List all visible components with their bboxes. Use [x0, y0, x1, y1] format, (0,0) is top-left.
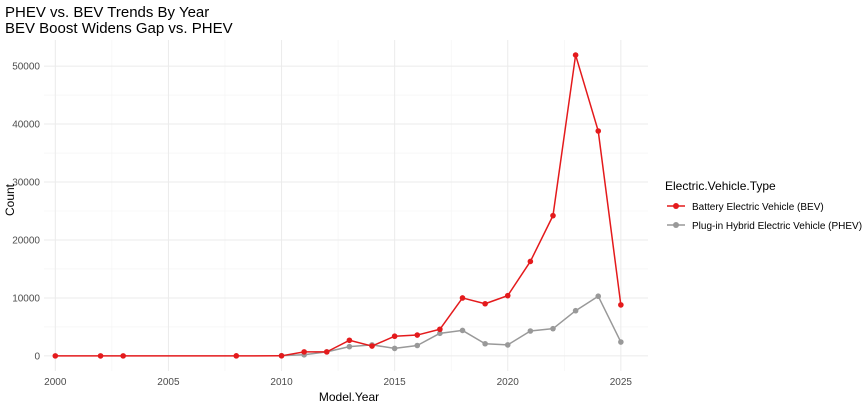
grid	[44, 40, 648, 371]
data-point-bev	[369, 343, 375, 349]
data-point-phev	[572, 307, 579, 314]
data-point-phev	[346, 343, 353, 350]
series-line-bev	[55, 54, 622, 357]
data-point-bev	[482, 300, 488, 307]
x-tick-label: 2000	[44, 377, 67, 388]
x-tick-label: 2015	[384, 377, 407, 388]
legend-label-phev: Plug-in Hybrid Electric Vehicle (PHEV)	[692, 221, 862, 232]
data-point-phev	[550, 325, 556, 332]
data-point-bev	[572, 52, 579, 58]
data-point-bev	[323, 349, 330, 355]
legend: Electric.Vehicle.Type Battery Electric V…	[665, 179, 862, 232]
data-point-bev	[527, 258, 534, 265]
data-point-phev	[482, 340, 488, 347]
x-tick-label: 2020	[497, 377, 520, 388]
y-tick-label: 50000	[12, 62, 40, 73]
legend-key-dot-bev	[673, 203, 679, 209]
series-line-phev	[281, 295, 622, 357]
data-point-phev	[437, 330, 443, 337]
x-tick-label: 2005	[157, 377, 180, 388]
data-point-phev	[414, 342, 421, 349]
chart-title: PHEV vs. BEV Trends By Year	[5, 4, 209, 21]
legend-item-bev: Battery Electric Vehicle (BEV)	[667, 202, 824, 213]
series-layer	[52, 52, 624, 359]
data-point-bev	[391, 333, 398, 340]
series-bev	[52, 52, 624, 359]
chart-subtitle: BEV Boost Widens Gap vs. PHEV	[5, 20, 233, 37]
data-point-bev	[437, 326, 443, 333]
data-point-bev	[278, 353, 285, 359]
data-point-phev	[391, 345, 398, 352]
y-tick-label: 30000	[12, 178, 40, 189]
data-point-bev	[301, 349, 307, 355]
data-point-bev	[52, 353, 59, 359]
legend-key-dot-phev	[673, 222, 679, 228]
y-tick-label: 0	[34, 351, 40, 362]
legend-item-phev: Plug-in Hybrid Electric Vehicle (PHEV)	[667, 221, 862, 232]
data-point-bev	[233, 353, 240, 359]
y-tick-label: 20000	[12, 235, 40, 246]
x-tick-label: 2010	[270, 377, 293, 388]
data-point-phev	[504, 342, 511, 348]
data-point-bev	[414, 332, 421, 338]
legend-title: Electric.Vehicle.Type	[665, 179, 776, 193]
data-point-bev	[346, 337, 353, 344]
x-axis-title: Model.Year	[319, 390, 379, 404]
data-point-bev	[120, 353, 126, 359]
data-point-phev	[527, 328, 534, 334]
data-point-bev	[595, 128, 602, 134]
axis-ticks: 2000 2005 2010 2015 2020 2025 0 10000 20000 30000…	[12, 62, 632, 388]
data-point-bev	[550, 212, 556, 219]
data-point-bev	[618, 302, 624, 308]
data-point-bev	[504, 292, 511, 299]
y-tick-label: 40000	[12, 120, 40, 131]
data-point-phev	[595, 293, 602, 300]
legend-label-bev: Battery Electric Vehicle (BEV)	[692, 202, 824, 213]
data-point-phev	[459, 327, 466, 334]
data-point-phev	[618, 339, 624, 345]
y-axis-title: Count	[3, 183, 17, 216]
y-tick-label: 10000	[12, 293, 40, 304]
data-point-bev	[97, 353, 104, 359]
x-tick-label: 2025	[610, 377, 633, 388]
data-point-bev	[459, 295, 466, 301]
